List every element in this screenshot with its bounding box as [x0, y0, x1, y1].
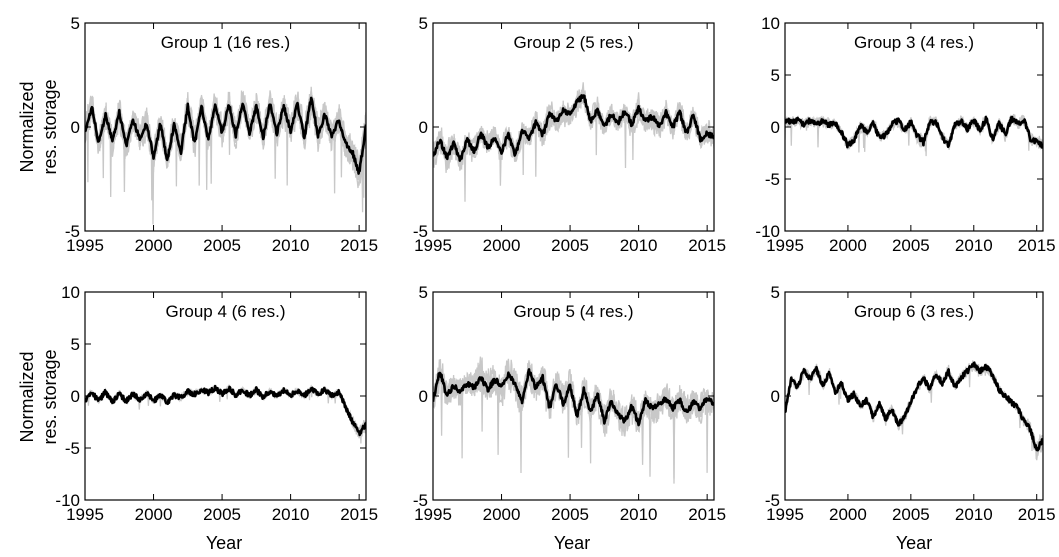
panel-title: Group 4 (6 res.) — [166, 302, 286, 321]
mean-series — [85, 384, 366, 437]
xlabel-col1: Year — [206, 533, 242, 552]
y-tick-label: -5 — [413, 222, 428, 241]
y-tick-label: -10 — [55, 491, 80, 510]
x-tick-label: 2005 — [203, 236, 241, 255]
x-tick-label: 2010 — [955, 236, 993, 255]
ylabel-top-line1: Normalized — [17, 81, 37, 172]
y-tick-label: 0 — [771, 387, 780, 406]
member-series-1 — [785, 360, 1043, 453]
x-tick-label: 2005 — [892, 505, 930, 524]
panel-title: Group 1 (16 res.) — [161, 33, 290, 52]
x-tick-label: 1995 — [766, 505, 804, 524]
y-tick-label: 0 — [71, 387, 80, 406]
member-series-4 — [433, 356, 714, 484]
panel-5: 1995 2000 2005 2010 2015 -5 0 5 Group 5 (4 res.) — [413, 283, 726, 524]
y-tick-label: 0 — [71, 118, 80, 137]
x-tick-label: 2015 — [1018, 505, 1056, 524]
y-tick-label: 5 — [71, 335, 80, 354]
y-tick-label: -5 — [765, 170, 780, 189]
x-tick-label: 2000 — [829, 505, 867, 524]
member-series-6 — [85, 384, 366, 438]
x-tick-label: 2015 — [688, 236, 726, 255]
y-tick-label: 10 — [761, 14, 780, 33]
x-tick-label: 2005 — [551, 236, 589, 255]
axes-box — [84, 291, 367, 501]
y-tick-label: -5 — [65, 439, 80, 458]
panel-3: 1995 2000 2005 2010 2015 -10 -5 0 5 10 Group 3 (4 … — [755, 14, 1055, 255]
y-tick-label: -5 — [413, 491, 428, 510]
plot-area — [85, 384, 366, 444]
y-tick-label: 5 — [71, 14, 80, 33]
x-tick-label: 2010 — [272, 236, 310, 255]
mean-series — [85, 96, 366, 175]
y-tick-label: -5 — [765, 491, 780, 510]
y-tick-label: 0 — [771, 118, 780, 137]
panel-2: 1995 2000 2005 2010 2015 -5 0 5 Group 2 (5 res.) — [413, 14, 726, 255]
y-tick-label: 5 — [419, 283, 428, 302]
x-tick-label: 2010 — [955, 505, 993, 524]
x-tick-label: 2015 — [688, 505, 726, 524]
member-series-3 — [85, 384, 366, 444]
x-tick-label: 1995 — [66, 236, 104, 255]
x-tick-label: 2005 — [892, 236, 930, 255]
x-tick-label: 2015 — [1018, 236, 1056, 255]
panel-4: 1995 2000 2005 2010 2015 -10 -5 0 5 10 Group 4 (6 … — [55, 283, 378, 524]
mean-series — [433, 368, 714, 427]
plot-area — [785, 113, 1043, 157]
y-tick-label: 10 — [61, 283, 80, 302]
x-tick-label: 1995 — [66, 505, 104, 524]
x-tick-label: 1995 — [766, 236, 804, 255]
plot-area — [433, 82, 714, 202]
mean-series — [433, 94, 714, 162]
mean-series — [785, 361, 1043, 452]
plot-area — [85, 86, 366, 225]
member-series-5 — [85, 385, 366, 441]
member-series-3 — [785, 361, 1043, 460]
x-tick-label: 1995 — [414, 236, 452, 255]
member-series-3 — [433, 82, 714, 186]
mean-series — [785, 115, 1043, 149]
panel-1: 1995 2000 2005 2010 2015 -5 0 5 Group 1 (16 res.… — [65, 14, 378, 255]
ylabel-bottom-line1: Normalized — [17, 351, 37, 442]
panel-title: Group 5 (4 res.) — [514, 302, 634, 321]
panel-title: Group 2 (5 res.) — [514, 33, 634, 52]
x-tick-label: 2010 — [620, 236, 658, 255]
x-tick-label: 2005 — [551, 505, 589, 524]
y-tick-label: -5 — [65, 222, 80, 241]
panels: 1995 2000 2005 2010 2015 -5 0 5 Group 1 (16 res.… — [55, 14, 1055, 524]
xlabel-col3: Year — [896, 533, 932, 552]
plot-area — [785, 360, 1043, 461]
y-tick-label: 5 — [771, 66, 780, 85]
panel-title: Group 6 (3 res.) — [854, 302, 974, 321]
xlabel-col2: Year — [554, 533, 590, 552]
x-tick-label: 2005 — [203, 505, 241, 524]
x-tick-label: 2015 — [340, 236, 378, 255]
y-tick-label: 5 — [419, 14, 428, 33]
ylabel-bottom-line2: res. storage — [40, 349, 60, 444]
panel-title: Group 3 (4 res.) — [854, 33, 974, 52]
panel-6: 1995 2000 2005 2010 2015 -5 0 5 Group 6 (3 res.) — [765, 283, 1056, 524]
y-tick-label: 0 — [419, 118, 428, 137]
x-tick-label: 1995 — [414, 505, 452, 524]
x-tick-label: 2000 — [483, 505, 521, 524]
x-tick-label: 2010 — [272, 505, 310, 524]
x-tick-label: 2000 — [829, 236, 867, 255]
x-tick-label: 2000 — [483, 236, 521, 255]
x-tick-label: 2015 — [340, 505, 378, 524]
x-tick-label: 2000 — [135, 236, 173, 255]
ylabel-top-line2: res. storage — [40, 79, 60, 174]
member-series-2 — [785, 360, 1043, 461]
y-tick-label: 0 — [419, 387, 428, 406]
y-tick-label: 5 — [771, 283, 780, 302]
x-tick-label: 2010 — [620, 505, 658, 524]
y-tick-label: -10 — [755, 222, 780, 241]
plot-area — [433, 356, 714, 484]
x-tick-label: 2000 — [135, 505, 173, 524]
